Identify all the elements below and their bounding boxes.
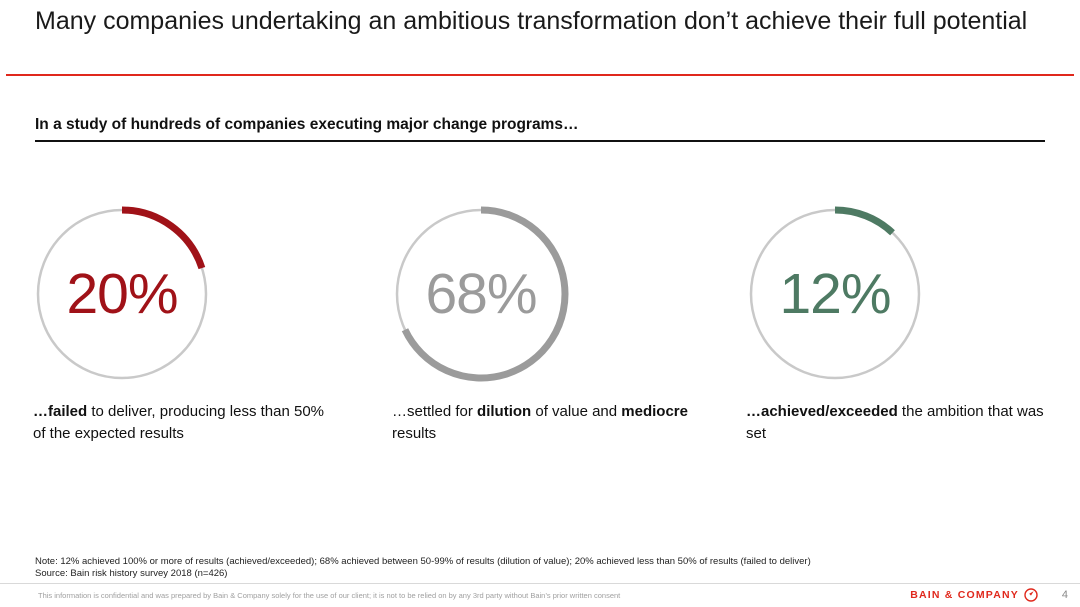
donut-chart-achieved: 12%	[746, 205, 924, 383]
stat-caption: …failed to deliver, producing less than …	[33, 403, 325, 442]
slide-title: Many companies undertaking an ambitious …	[35, 7, 1028, 35]
footer-divider	[0, 583, 1080, 584]
slide-subtitle: In a study of hundreds of companies exec…	[35, 116, 579, 133]
stat-column-dilution: 68% …settled for dilution of value and m…	[392, 205, 702, 445]
donut-ring-icon	[749, 206, 921, 380]
stat-column-failed: 20% …failed to deliver, producing less t…	[33, 205, 343, 445]
percent-label: 20%	[66, 262, 178, 326]
percent-label: 12%	[779, 262, 891, 326]
brand-lockup: BAIN & COMPANY	[910, 588, 1038, 602]
donut-chart-failed: 20%	[33, 205, 211, 383]
page-number: 4	[1061, 589, 1068, 601]
stat-caption: …achieved/exceeded the ambition that was…	[746, 403, 1044, 442]
source-line: Source: Bain risk history survey 2018 (n…	[35, 568, 228, 579]
subtitle-rule	[35, 140, 1045, 142]
donut-ring-icon	[36, 206, 208, 380]
stat-caption: …settled for dilution of value and medio…	[392, 403, 688, 442]
donut-ring-icon	[395, 206, 569, 382]
brand-name: BAIN & COMPANY	[910, 589, 1019, 601]
stat-column-achieved: 12% …achieved/exceeded the ambition that…	[746, 205, 1056, 445]
footnote: Note: 12% achieved 100% or more of resul…	[35, 556, 811, 567]
footer-disclaimer: This information is confidential and was…	[38, 591, 621, 600]
bain-compass-icon	[1024, 588, 1038, 602]
title-accent-rule	[6, 74, 1074, 76]
percent-label: 68%	[425, 262, 537, 326]
donut-chart-dilution: 68%	[392, 205, 570, 383]
